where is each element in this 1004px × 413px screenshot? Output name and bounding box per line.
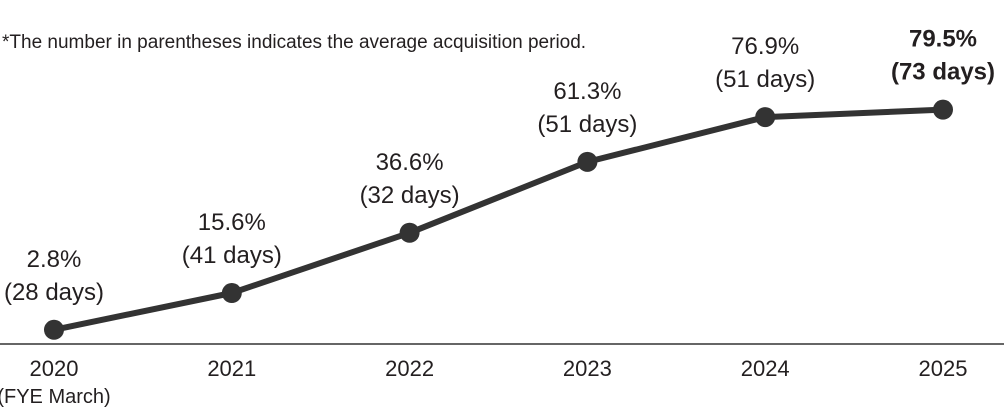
period-label-2025: (73 days) [891, 59, 995, 86]
data-point-2023 [577, 151, 598, 172]
x-tick-2020: 2020 [30, 356, 79, 381]
value-label-2022: 36.6% [376, 149, 444, 176]
data-point-2022 [399, 222, 420, 243]
x-tick-2025: 2025 [919, 356, 968, 381]
x-axis-ticks: 2020 2021 2022 2023 2024 2025 [30, 356, 968, 381]
value-label-2025: 79.5% [909, 26, 977, 53]
period-label-2023: (51 days) [537, 111, 637, 138]
x-tick-2022: 2022 [385, 356, 434, 381]
data-point-2025 [933, 99, 953, 120]
x-tick-2024: 2024 [741, 356, 790, 381]
x-tick-2021: 2021 [207, 356, 256, 381]
series-line [51, 106, 946, 333]
value-label-2024: 76.9% [731, 33, 799, 60]
value-label-2020: 2.8% [27, 246, 82, 273]
period-label-2020: (28 days) [4, 279, 104, 306]
data-point-2020 [44, 319, 64, 340]
period-label-2024: (51 days) [715, 66, 815, 93]
x-tick-2023: 2023 [563, 356, 612, 381]
data-point-2024 [755, 107, 776, 128]
period-label-2021: (41 days) [182, 242, 282, 269]
x-axis-sublabel: (FYE March) [0, 386, 111, 408]
footnote: *The number in parentheses indicates the… [2, 32, 586, 53]
period-label-2022: (32 days) [360, 182, 460, 209]
series-layer: 2.8% (28 days) 15.6% (41 days) 36.6% (32 days… [4, 26, 995, 340]
data-point-2021 [221, 283, 242, 304]
value-label-2023: 61.3% [553, 78, 621, 105]
value-label-2021: 15.6% [198, 209, 266, 236]
